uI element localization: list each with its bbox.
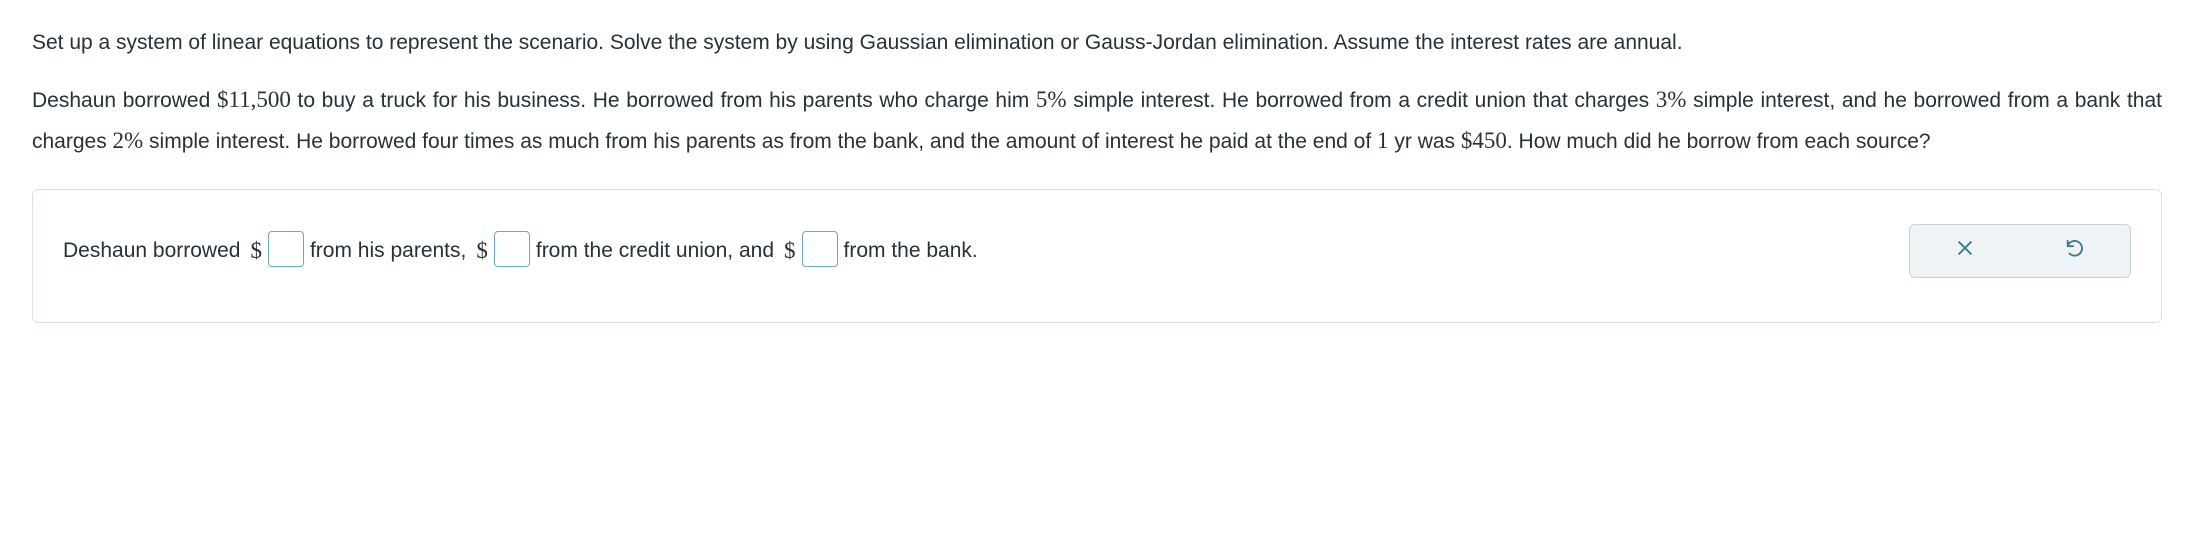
interest-paid: $450 [1461,128,1507,153]
problem-seg-1g: . How much did he borrow from each sourc… [1507,130,1931,153]
instruction-text: Set up a system of linear equations to r… [32,28,2162,58]
problem-seg-1c: simple interest. He borrowed from a cred… [1067,89,1656,112]
undo-icon [2064,237,2086,265]
close-icon [1954,237,1976,265]
clear-button[interactable] [1910,225,2020,277]
parents-amount-input[interactable] [268,231,304,267]
bank-amount-input[interactable] [802,231,838,267]
answer-lead: Deshaun borrowed [63,236,240,266]
amount-total: $11,500 [217,87,291,112]
dollar-sign-2: $ [476,234,488,267]
rate-bank: 2% [113,128,144,153]
dollar-sign-3: $ [784,234,796,267]
dollar-sign-1: $ [250,234,262,267]
answer-seg-parents: from his parents, [310,236,466,266]
problem-seg-1a: Deshaun borrowed [32,89,217,112]
answer-container: Deshaun borrowed $ from his parents, $ f… [32,189,2162,323]
answer-seg-bank: from the bank. [844,236,978,266]
rate-credit-union: 3% [1656,87,1687,112]
problem-seg-1e: simple interest. He borrowed four times … [143,130,1377,153]
year-value: 1 [1377,128,1389,153]
rate-parents: 5% [1036,87,1067,112]
reset-button[interactable] [2020,225,2130,277]
problem-seg-1b: to buy a truck for his business. He borr… [291,89,1036,112]
problem-statement: Deshaun borrowed $11,500 to buy a truck … [32,80,2162,161]
problem-seg-1f: yr was [1389,130,1461,153]
credit-union-amount-input[interactable] [494,231,530,267]
answer-seg-cu: from the credit union, and [536,236,774,266]
answer-toolbar [1909,224,2131,278]
